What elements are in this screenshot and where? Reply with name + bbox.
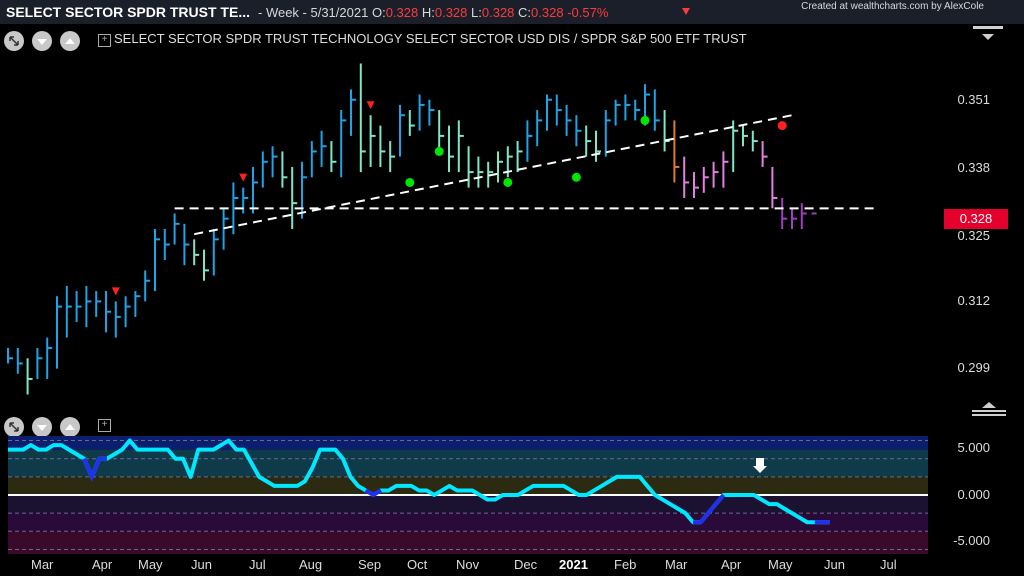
y-tick-label: 0.312	[957, 293, 990, 308]
low-label: L:	[471, 5, 482, 20]
scale-down-icon[interactable]	[980, 32, 996, 42]
x-tick-label: Jul	[880, 557, 897, 572]
y-tick-label: 0.351	[957, 92, 990, 107]
high-label: H:	[421, 5, 435, 20]
chevron-up-icon[interactable]	[60, 417, 80, 437]
oscillator-chart[interactable]	[0, 436, 940, 554]
symbol-title[interactable]: SELECT SECTOR SPDR TRUST TE...	[6, 4, 250, 20]
oscillator-band	[8, 513, 928, 532]
change-value: -0.57%	[567, 5, 609, 20]
x-tick-label: Feb	[614, 557, 637, 572]
down-arrow-icon	[682, 8, 690, 15]
chevron-down-icon[interactable]	[32, 417, 52, 437]
plus-icon[interactable]: +	[98, 419, 111, 432]
oscillator-band	[8, 449, 928, 477]
buy-dot	[640, 115, 650, 125]
x-tick-label: Jun	[191, 557, 212, 572]
buy-dot	[503, 177, 513, 187]
close-value: 0.328	[531, 5, 564, 20]
oscillator-line-dark	[693, 493, 725, 525]
x-tick-label: Jul	[249, 557, 266, 572]
high-value: 0.328	[434, 5, 468, 20]
header-bar: SELECT SECTOR SPDR TRUST TE... - Week - …	[0, 0, 1024, 24]
expand-icon[interactable]	[4, 417, 24, 437]
x-tick-label: Mar	[31, 557, 54, 572]
period-label: - Week - 5/31/2021	[258, 5, 369, 20]
oscillator-band	[8, 476, 928, 495]
y-tick-label: 0.299	[957, 360, 990, 375]
ohlc-readout: - Week - 5/31/2021 O:0.328 H:0.328 L:0.3…	[258, 5, 608, 20]
x-tick-label: Nov	[456, 557, 480, 572]
chevron-down-icon[interactable]	[32, 31, 52, 51]
x-tick-label: Jun	[824, 557, 845, 572]
sell-signal-arrow	[366, 101, 375, 110]
x-tick-label: Mar	[665, 557, 688, 572]
oscillator-band	[8, 495, 928, 514]
x-tick-label: Oct	[407, 557, 428, 572]
x-tick-label: Dec	[514, 557, 538, 572]
osc-y-tick-label: -5.000	[953, 533, 990, 548]
price-chart[interactable]	[0, 48, 940, 410]
x-tick-label: May	[138, 557, 163, 572]
down-arrow-icon	[753, 458, 767, 473]
x-tick-label: May	[768, 557, 793, 572]
oscillator-band	[8, 436, 928, 450]
buy-dot	[571, 172, 581, 182]
open-label: O:	[371, 5, 386, 20]
plus-icon[interactable]: +	[98, 34, 111, 47]
y-tick-label: 0.338	[957, 160, 990, 175]
osc-y-tick-label: 5.000	[957, 440, 990, 455]
y-tick-label: 0.325	[957, 228, 990, 243]
osc-y-tick-label: 0.000	[957, 487, 990, 502]
menu-icon[interactable]	[973, 26, 1003, 29]
buy-dot	[434, 146, 444, 156]
sell-signal-arrow	[239, 173, 248, 182]
x-tick-label: Apr	[721, 557, 742, 572]
last-price-badge: 0.328	[944, 209, 1008, 229]
oscillator-line-dark	[82, 456, 107, 483]
sell-signal-arrow	[111, 287, 120, 296]
x-tick-label: 2021	[559, 557, 588, 572]
low-value: 0.328	[481, 5, 515, 20]
close-label: C:	[518, 5, 532, 20]
oscillator-band	[8, 531, 928, 554]
credit-text: Created at wealthcharts.com by AlexCole	[801, 1, 984, 12]
x-tick-label: Aug	[299, 557, 323, 572]
open-value: 0.328	[385, 5, 419, 20]
x-tick-label: Apr	[92, 557, 113, 572]
buy-dot	[405, 177, 415, 187]
x-tick-label: Sep	[358, 557, 382, 572]
chevron-up-icon[interactable]	[60, 31, 80, 51]
trend-line	[194, 114, 793, 236]
chart-title: SELECT SECTOR SPDR TRUST TECHNOLOGY SELE…	[114, 31, 747, 46]
expand-icon[interactable]	[4, 31, 24, 51]
oscillator-line-dark	[364, 488, 382, 498]
sell-dot	[777, 121, 787, 131]
scale-up-icon[interactable]	[972, 400, 1006, 416]
